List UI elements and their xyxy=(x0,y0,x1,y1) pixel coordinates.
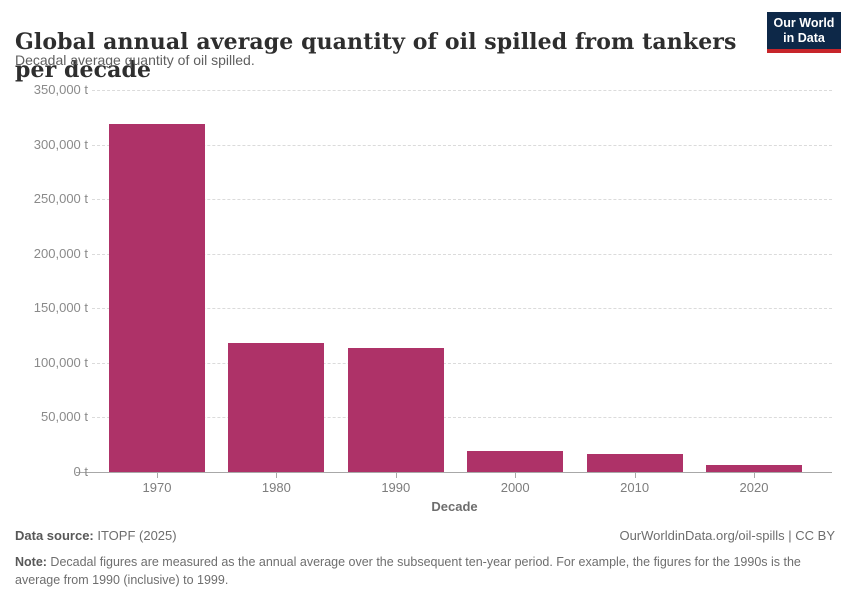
x-tick-label: 1970 xyxy=(142,480,172,495)
x-tick-mark xyxy=(634,473,636,478)
x-tick-label: 2000 xyxy=(500,480,530,495)
y-tick-label: 200,000 t xyxy=(33,245,88,261)
owid-logo-accent-strip xyxy=(767,49,841,53)
x-tick-mark xyxy=(754,473,755,478)
gridline xyxy=(92,417,832,419)
y-tick-label: 100,000 t xyxy=(33,354,88,370)
y-tick-label: 250,000 t xyxy=(33,191,88,207)
chart-note-label: Note: xyxy=(15,555,47,569)
gridline xyxy=(92,199,832,201)
gridline xyxy=(92,362,832,364)
y-tick-label: 300,000 t xyxy=(33,136,88,152)
x-tick-mark xyxy=(157,473,158,478)
license-link[interactable]: OurWorldinData.org/oil-spills | CC BY xyxy=(619,528,835,543)
gridline xyxy=(92,144,832,146)
gridline xyxy=(92,90,832,91)
owid-logo-line2: in Data xyxy=(783,30,825,45)
chart-note-text: Decadal figures are measured as the annu… xyxy=(15,555,801,588)
gridline xyxy=(92,253,832,255)
data-source-label: Data source: xyxy=(15,528,94,543)
data-source-value: ITOPF (2025) xyxy=(93,528,177,543)
x-axis-line xyxy=(76,472,832,473)
owid-logo-line1: Our World xyxy=(773,15,835,30)
x-tick-label: 2010 xyxy=(620,480,650,495)
y-tick-label: 0 t xyxy=(73,464,88,479)
chart-subtitle: Decadal average quantity of oil spilled. xyxy=(15,52,255,68)
x-tick-mark xyxy=(395,473,397,478)
y-tick-label: 150,000 t xyxy=(33,300,88,316)
x-tick-mark xyxy=(276,473,278,478)
bar-1980[interactable] xyxy=(228,343,325,472)
chart-note: Note: Decadal figures are measured as th… xyxy=(15,553,820,589)
owid-logo: Our World in Data xyxy=(767,12,841,53)
bar-2000[interactable] xyxy=(467,450,564,472)
x-tick-label: 1990 xyxy=(381,480,411,495)
y-tick-label: 350,000 t xyxy=(33,82,88,97)
owid-logo-text: Our World in Data xyxy=(767,12,841,49)
x-tick-label: 2020 xyxy=(739,480,769,495)
x-axis-title: Decade xyxy=(431,499,478,514)
bar-2020[interactable] xyxy=(706,464,802,472)
bar-1970[interactable] xyxy=(109,123,205,472)
chart-title: Global annual average quantity of oil sp… xyxy=(15,28,737,83)
gridline xyxy=(92,308,832,310)
bar-2010[interactable] xyxy=(586,454,683,472)
x-tick-mark xyxy=(515,473,517,478)
y-tick-label: 50,000 t xyxy=(41,409,88,425)
x-tick-label: 1980 xyxy=(261,480,291,495)
data-source-line: Data source: ITOPF (2025) xyxy=(15,528,835,543)
bar-1990[interactable] xyxy=(347,348,444,472)
